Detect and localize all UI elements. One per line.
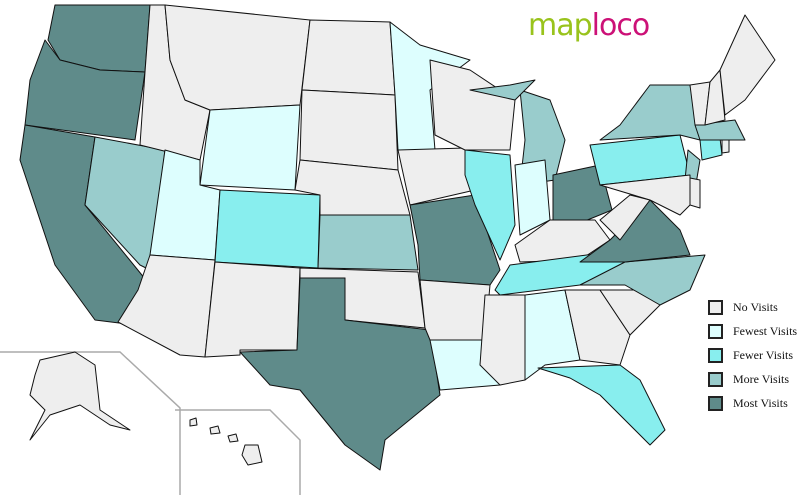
state-ri[interactable] [721, 139, 730, 154]
state-ks[interactable] [317, 214, 419, 271]
legend-swatch [708, 347, 723, 363]
state-ny[interactable] [599, 84, 701, 141]
state-nh[interactable] [704, 69, 726, 126]
state-mn[interactable] [389, 21, 471, 151]
legend-swatch [708, 299, 723, 315]
state-shape[interactable] [564, 289, 631, 366]
legend-swatch [708, 395, 723, 411]
state-ms[interactable] [479, 294, 526, 386]
state-al[interactable] [524, 289, 581, 381]
state-ak[interactable] [29, 351, 131, 441]
state-shape[interactable] [239, 277, 441, 471]
state-shape[interactable] [227, 433, 239, 443]
state-shape[interactable] [241, 444, 263, 466]
state-shape[interactable] [469, 79, 536, 101]
state-wi[interactable] [429, 59, 516, 151]
state-shape[interactable] [429, 59, 516, 151]
state-mt[interactable] [164, 4, 311, 111]
state-shape[interactable] [479, 294, 526, 386]
legend-label: More Visits [733, 371, 790, 386]
state-nm[interactable] [204, 261, 301, 358]
legend-item-fewer: Fewer Visits [708, 343, 797, 367]
state-md[interactable] [599, 174, 691, 216]
state-tx[interactable] [239, 277, 441, 471]
state-shape[interactable] [579, 199, 691, 263]
state-shape[interactable] [599, 174, 691, 216]
state-me[interactable] [719, 14, 776, 116]
state-va[interactable] [579, 199, 691, 263]
state-il[interactable] [464, 149, 516, 261]
state-shape[interactable] [389, 21, 471, 151]
state-shape[interactable] [719, 14, 776, 116]
state-shape[interactable] [204, 261, 301, 358]
legend-item-more: More Visits [708, 367, 797, 391]
legend-item-none: No Visits [708, 295, 797, 319]
legend-swatch [708, 323, 723, 339]
state-shape[interactable] [189, 417, 198, 427]
state-sd[interactable] [299, 89, 399, 171]
legend-label: Fewer Visits [733, 347, 794, 362]
legend-item-fewest: Fewest Visits [708, 319, 797, 343]
state-fl[interactable] [537, 364, 666, 446]
state-shape[interactable] [299, 89, 399, 171]
state-wy[interactable] [199, 104, 301, 191]
state-shape[interactable] [301, 19, 396, 96]
state-oh[interactable] [552, 164, 613, 226]
state-shape[interactable] [209, 425, 221, 435]
state-co[interactable] [214, 189, 321, 269]
inset-frames [0, 351, 301, 495]
state-shape[interactable] [29, 351, 131, 441]
state-ar[interactable] [419, 279, 491, 341]
maploco-logo: maploco [528, 8, 651, 43]
logo-part-loco: loco [591, 8, 651, 43]
state-mi[interactable] [469, 79, 566, 186]
legend-label: Most Visits [733, 395, 788, 410]
state-shape[interactable] [199, 104, 301, 191]
state-hi[interactable] [189, 417, 263, 466]
state-shape[interactable] [24, 39, 146, 141]
state-shape[interactable] [464, 149, 516, 261]
state-ga[interactable] [564, 289, 631, 366]
state-shape[interactable] [704, 69, 726, 126]
state-nd[interactable] [301, 19, 396, 96]
state-shape[interactable] [721, 139, 730, 154]
state-shape[interactable] [599, 84, 701, 141]
state-shape[interactable] [552, 164, 613, 226]
state-shape[interactable] [164, 4, 311, 111]
state-shape[interactable] [699, 137, 723, 161]
state-shape[interactable] [214, 189, 321, 269]
state-shape[interactable] [694, 119, 746, 141]
legend-label: Fewest Visits [733, 323, 798, 338]
legend: No Visits Fewest Visits Fewer Visits Mor… [708, 295, 797, 415]
state-shape[interactable] [524, 289, 581, 381]
state-shape[interactable] [317, 214, 419, 271]
logo-part-map: map [528, 8, 593, 43]
state-shape[interactable] [419, 279, 491, 341]
legend-item-most: Most Visits [708, 391, 797, 415]
state-ct[interactable] [699, 137, 723, 161]
legend-label: No Visits [733, 299, 778, 314]
legend-swatch [708, 371, 723, 387]
state-or[interactable] [24, 39, 146, 141]
state-de[interactable] [689, 177, 701, 209]
state-ma[interactable] [694, 119, 746, 141]
state-shape[interactable] [537, 364, 666, 446]
state-shape[interactable] [689, 177, 701, 209]
